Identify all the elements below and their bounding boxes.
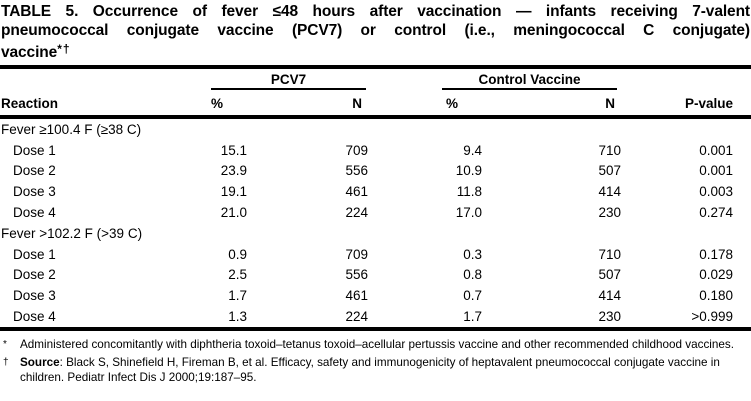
dose-row: Dose 1 0.9 709 0.3 710 0.178 <box>0 244 751 265</box>
dose-row: Dose 2 2.5 556 0.8 507 0.029 <box>0 265 751 286</box>
group-header-control: Control Vaccine <box>442 72 617 90</box>
cell-p-value: 0.180 <box>699 288 733 304</box>
footnote-dagger-source-label: Source <box>20 355 60 369</box>
cell-label: Dose 4 <box>13 205 56 221</box>
cell-control-pct: 10.9 <box>455 163 482 179</box>
footnote-asterisk-marker: * <box>3 338 7 350</box>
cell-pcv7-n: 709 <box>345 142 368 158</box>
cell-p-value: 0.029 <box>699 267 733 283</box>
col-header-p-value: P-value <box>684 96 733 111</box>
column-header-row: Reaction % N % N P-value <box>0 90 751 117</box>
footnotes: * Administered concomitantly with diphthe… <box>0 337 751 385</box>
group-header-control-cell: Control Vaccine <box>368 67 621 90</box>
cell-p-value: 0.001 <box>699 142 733 158</box>
group-header-row: PCV7 Control Vaccine <box>0 67 751 90</box>
group-header-pcv7: PCV7 <box>211 72 366 90</box>
category-label: Fever ≥100.4 F (≥38 C) <box>1 121 142 137</box>
cell-control-n: 414 <box>598 184 621 200</box>
table-header: PCV7 Control Vaccine Reaction % N % N P-… <box>0 67 751 117</box>
category-row: Fever >102.2 F (>39 C) <box>0 223 751 244</box>
footnote-asterisk: * Administered concomitantly with diphthe… <box>0 337 751 352</box>
cell-p-value: 0.178 <box>699 246 733 262</box>
cell-pcv7-n: 224 <box>345 205 368 221</box>
table-body: Fever ≥100.4 F (≥38 C) Dose 1 15.1 709 9.4 71… <box>0 117 751 329</box>
cell-control-n: 710 <box>598 246 621 262</box>
footnote-asterisk-text: Administered concomitantly with diphther… <box>20 337 734 351</box>
cell-label: Dose 2 <box>13 163 56 179</box>
cell-control-pct: 0.7 <box>463 288 482 304</box>
cell-pcv7-pct: 19.1 <box>220 184 247 200</box>
footnote-dagger: † Source: Black S, Shinefield H, Fireman … <box>0 355 751 385</box>
title-footnote-marker: *† <box>57 42 71 56</box>
cell-p-value: >0.999 <box>691 309 733 325</box>
col-header-pcv7-pct: % <box>210 96 223 111</box>
dose-row: Dose 4 21.0 224 17.0 230 0.274 <box>0 202 751 223</box>
cell-control-pct: 0.3 <box>463 246 482 262</box>
cell-label: Dose 3 <box>13 288 56 304</box>
cell-label: Dose 4 <box>13 309 56 325</box>
cell-control-n: 507 <box>598 267 621 283</box>
cell-control-n: 230 <box>598 309 621 325</box>
cell-control-pct: 9.4 <box>463 142 482 158</box>
footnote-dagger-text: : Black S, Shinefield H, Fireman B, et a… <box>20 355 720 384</box>
cell-pcv7-pct: 0.9 <box>228 246 247 262</box>
cell-control-n: 414 <box>598 288 621 304</box>
title-line-3: vaccine*† <box>1 40 750 62</box>
cell-pcv7-pct: 1.3 <box>228 309 247 325</box>
cell-control-n: 230 <box>598 205 621 221</box>
cell-control-n: 507 <box>598 163 621 179</box>
dose-row: Dose 2 23.9 556 10.9 507 0.001 <box>0 161 751 182</box>
cell-pcv7-n: 556 <box>345 267 368 283</box>
cell-pcv7-n: 709 <box>345 246 368 262</box>
dose-row: Dose 1 15.1 709 9.4 710 0.001 <box>0 140 751 161</box>
cell-pcv7-pct: 21.0 <box>220 205 247 221</box>
dose-row: Dose 3 19.1 461 11.8 414 0.003 <box>0 181 751 202</box>
col-header-control-pct: % <box>445 96 458 111</box>
cell-p-value: 0.001 <box>699 163 733 179</box>
group-header-spacer <box>0 67 170 90</box>
cell-pcv7-pct: 23.9 <box>220 163 247 179</box>
cell-label: Dose 1 <box>13 246 56 262</box>
cell-control-pct: 11.8 <box>456 184 482 200</box>
cell-control-pct: 17.0 <box>455 205 482 221</box>
cell-pcv7-pct: 1.7 <box>228 288 247 304</box>
dose-row: Dose 4 1.3 224 1.7 230 >0.999 <box>0 306 751 329</box>
table-title: TABLE 5. Occurrence of fever ≤48 hours a… <box>1 2 750 62</box>
fever-table: PCV7 Control Vaccine Reaction % N % N P-… <box>0 65 751 331</box>
title-line-1: TABLE 5. Occurrence of fever ≤48 hours a… <box>1 3 750 20</box>
col-header-reaction: Reaction <box>1 96 59 111</box>
footnote-dagger-marker: † <box>3 356 9 368</box>
dose-row: Dose 3 1.7 461 0.7 414 0.180 <box>0 285 751 306</box>
cell-label: Dose 1 <box>13 142 56 158</box>
cell-control-n: 710 <box>598 142 621 158</box>
title-line-3-text: vaccine <box>1 44 58 61</box>
cell-pcv7-pct: 15.1 <box>220 142 247 158</box>
col-header-control-n: N <box>605 96 615 111</box>
col-header-pcv7-n: N <box>352 96 362 111</box>
cell-control-pct: 1.7 <box>463 309 482 325</box>
cell-control-pct: 0.8 <box>463 267 482 283</box>
cell-pcv7-n: 224 <box>345 309 368 325</box>
category-label: Fever >102.2 F (>39 C) <box>1 225 143 241</box>
cell-label: Dose 3 <box>13 184 56 200</box>
cell-pcv7-n: 556 <box>345 163 368 179</box>
cell-p-value: 0.274 <box>699 205 733 221</box>
group-header-pcv7-cell: PCV7 <box>170 67 368 90</box>
group-header-spacer-right <box>621 67 751 90</box>
cell-label: Dose 2 <box>13 267 56 283</box>
category-row: Fever ≥100.4 F (≥38 C) <box>0 117 751 140</box>
cell-p-value: 0.003 <box>699 184 733 200</box>
cell-pcv7-n: 461 <box>345 184 368 200</box>
title-line-2: pneumococcal conjugate vaccine (PCV7) or… <box>1 22 750 39</box>
cell-pcv7-pct: 2.5 <box>228 267 247 283</box>
cell-pcv7-n: 461 <box>345 288 368 304</box>
